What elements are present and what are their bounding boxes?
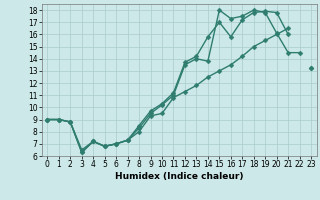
X-axis label: Humidex (Indice chaleur): Humidex (Indice chaleur) — [115, 172, 244, 181]
